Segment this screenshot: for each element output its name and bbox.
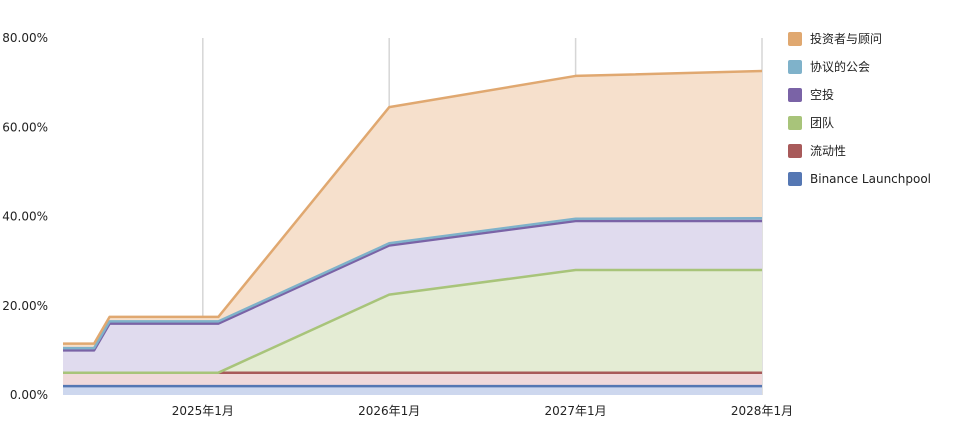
legend-swatch <box>788 116 802 130</box>
legend-swatch <box>788 88 802 102</box>
x-tick-label: 2028年1月 <box>731 404 793 418</box>
series-4-line <box>63 217 763 350</box>
y-tick-label: 20.00% <box>2 299 48 313</box>
legend-label: 流动性 <box>810 144 846 158</box>
legend-swatch <box>788 144 802 158</box>
y-tick-label: 40.00% <box>2 210 48 224</box>
series-5-line <box>63 69 763 345</box>
legend-item: 流动性 <box>788 144 846 158</box>
legend-item: Binance Launchpool <box>788 172 931 186</box>
legend-label: 投资者与顾问 <box>810 31 882 46</box>
legend-swatch <box>788 172 802 186</box>
series-2-line <box>63 268 762 374</box>
legend-swatch <box>788 32 802 46</box>
area-series <box>63 71 762 395</box>
y-axis-ticks: 0.00% 20.00% 40.00% 60.00% 80.00% <box>2 31 48 402</box>
x-axis-ticks: 2025年1月 2026年1月 2027年1月 2028年1月 <box>172 404 793 418</box>
series-lines <box>63 69 763 388</box>
legend-label: 团队 <box>810 115 834 130</box>
x-tick-label: 2027年1月 <box>545 404 607 418</box>
x-tick-label: 2026年1月 <box>358 404 420 418</box>
y-tick-label: 0.00% <box>10 388 48 402</box>
series-3-area <box>63 220 762 373</box>
y-tick-label: 60.00% <box>2 120 48 134</box>
legend-item: 空投 <box>788 87 834 102</box>
legend-swatch <box>788 60 802 74</box>
legend-item: 投资者与顾问 <box>788 31 882 46</box>
legend-item: 团队 <box>788 115 834 130</box>
series-1-area <box>63 372 762 387</box>
legend-label: 协议的公会 <box>810 59 870 74</box>
series-0-area <box>63 386 762 395</box>
legend-item: 协议的公会 <box>788 59 870 74</box>
x-tick-label: 2025年1月 <box>172 404 234 418</box>
y-tick-label: 80.00% <box>2 31 48 45</box>
series-5-area <box>63 71 762 349</box>
legend-label: 空投 <box>810 87 834 102</box>
legend-label: Binance Launchpool <box>810 172 931 186</box>
series-2-area <box>63 270 762 373</box>
